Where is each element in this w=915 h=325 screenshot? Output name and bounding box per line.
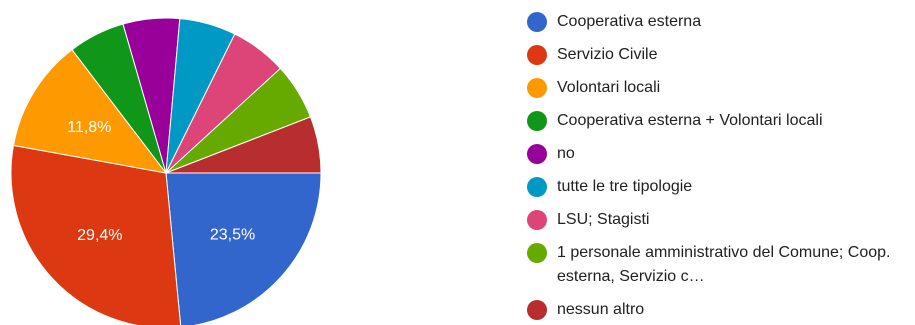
slice-data-label-1: 23,5% <box>210 226 255 243</box>
legend-item[interactable]: Servizio Civile <box>527 43 915 67</box>
pie-slice-9[interactable] <box>165 116 322 174</box>
legend-swatch <box>527 300 547 320</box>
legend-label: Servizio Civile <box>557 46 658 63</box>
legend-swatch <box>527 111 547 131</box>
legend-swatch <box>527 78 547 98</box>
slice-data-label-3: 11,8% <box>67 119 111 136</box>
legend-swatch <box>527 177 547 197</box>
pie-plot-area: 23,5% 29,4% 11,8% <box>10 17 322 325</box>
pie-slice-1[interactable] <box>165 172 322 325</box>
legend-swatch <box>527 243 547 263</box>
legend-label: Cooperativa esterna <box>557 13 702 30</box>
legend-label: LSU; Stagisti <box>557 211 650 228</box>
chart-legend: Cooperativa esterna Servizio Civile Volont… <box>527 10 915 325</box>
pie-slice-2[interactable] <box>10 144 182 325</box>
legend-item[interactable]: Volontari locali <box>527 76 915 100</box>
legend-item[interactable]: 1 personale amministrativo del Comune; C… <box>527 241 915 289</box>
legend-swatch <box>527 12 547 32</box>
legend-label: 1 personale amministrativo del Comune; C… <box>557 244 891 285</box>
legend-label: tutte le tre tipologie <box>557 178 693 195</box>
legend-item[interactable]: Cooperativa esterna + Volontari locali <box>527 109 915 133</box>
legend-swatch <box>527 210 547 230</box>
legend-swatch <box>527 45 547 65</box>
legend-item[interactable]: nessun altro <box>527 298 915 322</box>
legend-item[interactable]: tutte le tre tipologie <box>527 175 915 199</box>
legend-label: nessun altro <box>557 301 645 318</box>
legend-label: Volontari locali <box>557 79 661 96</box>
pie-slice-3[interactable] <box>12 49 168 174</box>
slice-data-label-2: 29,4% <box>77 227 122 244</box>
legend-item[interactable]: no <box>527 142 915 166</box>
legend-label: Cooperativa esterna + Volontari locali <box>557 112 823 129</box>
legend-swatch <box>527 144 547 164</box>
legend-item[interactable]: LSU; Stagisti <box>527 208 915 232</box>
legend-label: no <box>557 145 575 162</box>
legend-item[interactable]: Cooperativa esterna <box>527 10 915 34</box>
